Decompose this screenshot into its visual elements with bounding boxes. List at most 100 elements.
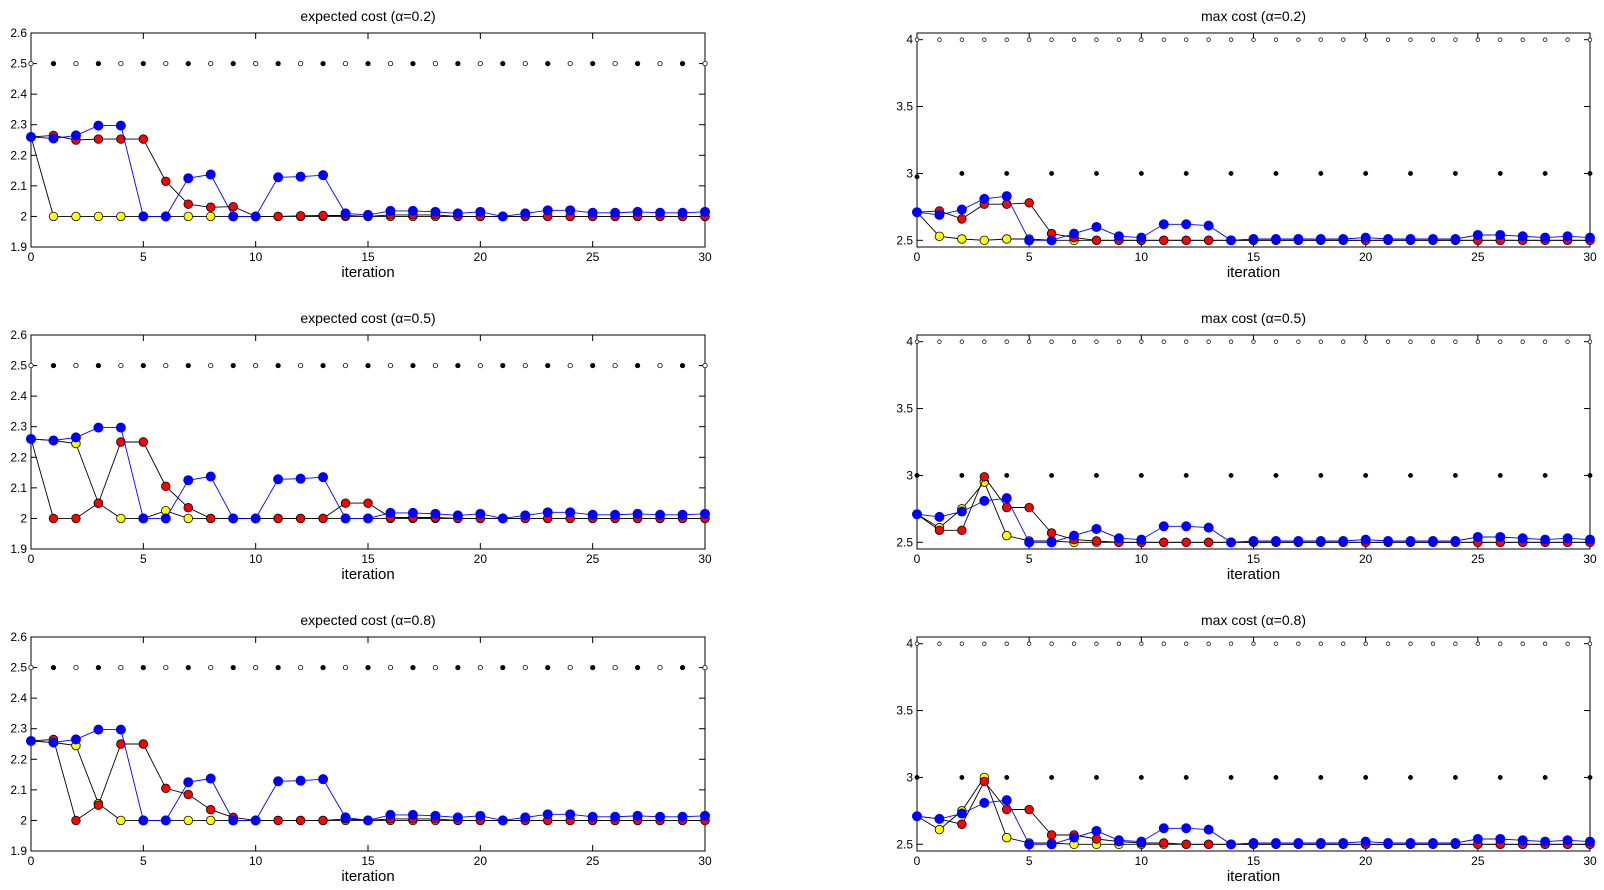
chart-title: expected cost (α=0.5) [300,310,435,326]
reference-point [163,362,169,369]
chart-panel-1: expected cost (α=0.2) iteration 0 5 10 15 20 25… [10,8,712,281]
data-point-blue [25,735,36,746]
chart-title: expected cost (α=0.8) [300,612,435,628]
reference-point [455,362,461,369]
data-point-red [93,800,104,810]
chart-title: expected cost (α=0.2) [300,8,435,24]
data-point-red [273,513,283,524]
data-point-blue [452,208,463,219]
data-point-blue [1383,535,1394,546]
reference-top-point [1273,641,1279,646]
reference-point [28,362,34,369]
reference-dot [1094,774,1099,780]
x-tick-label: 5 [140,250,147,264]
data-point-red [71,815,81,826]
reference-dot [1049,472,1055,478]
data-point-blue [1181,219,1192,230]
reference-dot [1318,472,1324,478]
data-point-red [979,776,990,787]
x-tick-label: 20 [474,552,488,566]
chart-title: max cost (α=0.2) [1201,8,1306,24]
reference-dot [1408,774,1413,780]
reference-point [163,664,169,671]
reference-dot [1363,774,1369,780]
reference-top-point [1273,37,1279,42]
reference-top-point [1251,339,1256,344]
reference-top-point [937,37,942,42]
reference-dot [1138,472,1144,478]
data-point-blue [228,815,239,826]
data-point-blue [1562,533,1573,544]
data-point-blue [1046,537,1057,548]
data-point-yellow [116,513,126,524]
reference-top-point [1049,641,1054,646]
reference-point [455,664,461,671]
data-point-blue [587,811,598,822]
data-point-blue [70,734,81,745]
data-point-red [1181,235,1191,246]
data-point-blue [497,815,508,826]
data-point-blue [1270,535,1281,546]
data-point-blue [979,495,990,506]
data-point-blue [1270,233,1281,244]
data-point-blue [70,130,81,141]
x-axis-label: iteration [341,264,394,281]
chart-panel-4: max cost (α=0.5) iteration 0 5 10 15 20 25 30 2.5… [896,310,1597,583]
reference-top-point [1498,37,1503,42]
reference-point [634,362,641,369]
data-point-blue [475,206,486,217]
data-point-blue [1540,232,1551,243]
reference-top-point [1161,339,1166,344]
reference-top-point [914,37,920,42]
reference-top-point [1094,339,1099,344]
data-point-blue [1113,835,1124,846]
data-point-blue [520,812,531,823]
reference-dot [1542,774,1548,780]
reference-dot [914,774,920,780]
series-reference-top [914,37,1593,42]
data-point-blue [160,211,171,222]
data-point-blue [1427,233,1438,244]
data-point-blue [362,209,373,220]
x-tick-label: 25 [586,854,600,868]
data-point-red [1159,235,1169,246]
reference-point [73,60,79,67]
reference-point [634,664,641,671]
reference-top-point [1094,37,1099,42]
data-point-blue [520,510,531,521]
y-tick-label: 2.4 [10,691,27,705]
data-point-blue [430,508,441,519]
data-point-blue [1001,795,1012,806]
reference-top-point [1565,339,1570,344]
data-point-blue [318,472,329,483]
data-point-blue [183,475,194,486]
x-tick-label: 0 [28,854,35,868]
reference-top-point [959,641,965,646]
data-point-red [934,525,945,535]
data-point-blue [1360,836,1371,847]
reference-dot [1318,774,1324,780]
data-point-red [161,176,171,186]
reference-point [634,60,641,67]
data-point-red [183,503,193,513]
data-point-blue [228,513,239,524]
reference-top-point [1363,339,1368,344]
data-point-blue [1001,493,1012,504]
data-point-blue [318,170,329,181]
data-point-blue [565,507,576,518]
reference-dot [1138,170,1144,176]
data-point-yellow [1002,530,1012,541]
data-point-blue [1293,233,1304,244]
chart-panel-6: max cost (α=0.8) iteration 0 5 10 15 20 25 30 2.5… [896,612,1597,885]
data-point-blue [452,510,463,521]
data-point-blue [340,513,351,524]
data-point-blue [1136,836,1147,847]
data-point-blue [632,810,643,821]
x-tick-label: 30 [698,250,712,264]
data-point-yellow [183,513,193,524]
reference-top-point [1520,339,1525,344]
x-tick-label: 20 [1359,854,1373,868]
reference-top-point [1116,339,1122,344]
reference-dot [1587,774,1593,780]
y-tick-label: 2 [20,511,27,525]
